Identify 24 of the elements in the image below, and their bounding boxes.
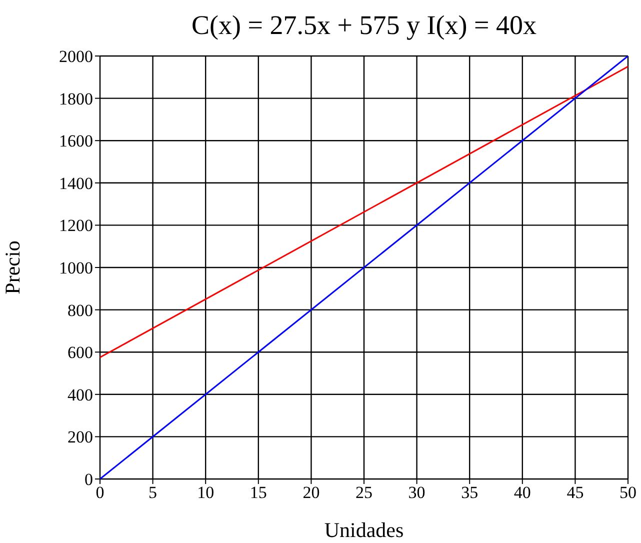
x-tick-label: 20 bbox=[302, 483, 320, 502]
x-tick-label: 5 bbox=[148, 483, 158, 502]
x-tick-label: 40 bbox=[514, 483, 531, 502]
x-tick-label: 45 bbox=[566, 483, 584, 502]
y-tick-label: 0 bbox=[84, 470, 93, 490]
y-tick-label: 1600 bbox=[59, 132, 93, 151]
y-tick-label: 1800 bbox=[59, 89, 93, 108]
x-tick-label: 15 bbox=[250, 483, 267, 502]
chart-title: C(x) = 27.5x + 575 y I(x) = 40x bbox=[190, 10, 538, 41]
y-tick-label: 1000 bbox=[59, 258, 93, 278]
x-tick-label: 10 bbox=[197, 483, 214, 502]
x-tick-label: 25 bbox=[356, 483, 372, 502]
y-tick-label: 1200 bbox=[59, 216, 93, 236]
x-axis-title: Unidades bbox=[324, 518, 404, 542]
x-tick-label: 35 bbox=[461, 483, 478, 502]
y-tick-label: 600 bbox=[68, 343, 93, 362]
y-tick-label: 400 bbox=[68, 385, 93, 404]
y-tick-label: 800 bbox=[68, 300, 93, 320]
x-tick-label: 50 bbox=[620, 483, 636, 502]
y-tick-label: 200 bbox=[68, 428, 93, 447]
y-tick-label: 2000 bbox=[59, 47, 93, 66]
x-tick-label: 30 bbox=[408, 483, 426, 502]
y-axis-title: Precio bbox=[0, 240, 24, 294]
y-tick-label: 1400 bbox=[59, 174, 93, 193]
